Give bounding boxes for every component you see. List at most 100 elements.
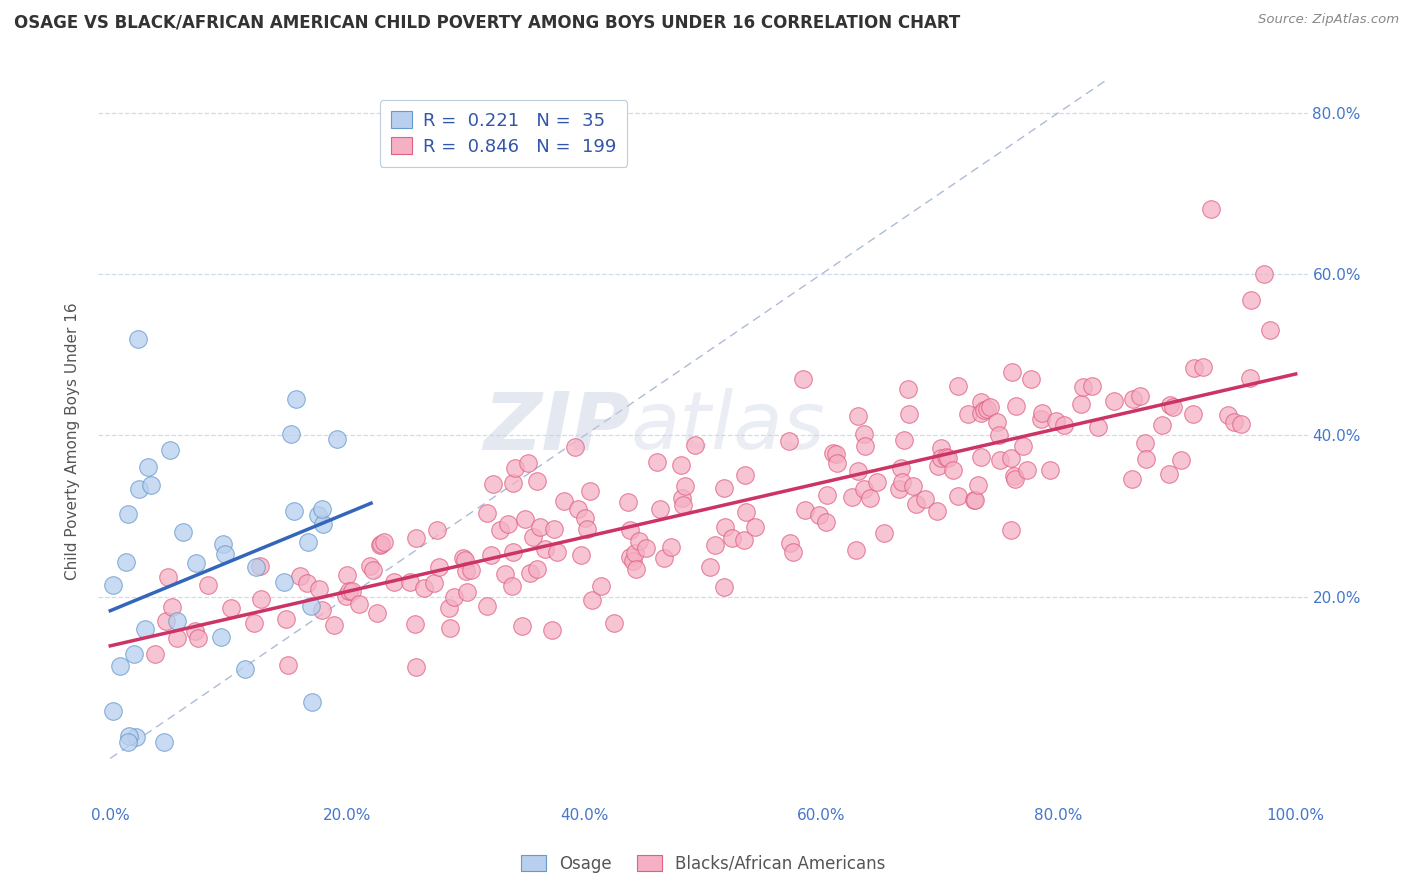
Point xyxy=(124,648,146,662)
Point xyxy=(382,575,405,590)
Point xyxy=(502,476,524,491)
Point xyxy=(128,482,150,496)
Point xyxy=(529,520,551,534)
Point xyxy=(808,508,831,522)
Point xyxy=(891,475,914,489)
Point xyxy=(564,440,586,454)
Point xyxy=(841,490,863,504)
Point xyxy=(973,403,995,417)
Point xyxy=(669,458,692,473)
Point xyxy=(187,631,209,645)
Point xyxy=(935,450,957,464)
Point xyxy=(846,464,869,478)
Text: ZIP: ZIP xyxy=(484,388,630,467)
Point xyxy=(456,585,478,599)
Point xyxy=(398,574,420,589)
Point xyxy=(569,548,592,562)
Point xyxy=(526,474,548,488)
Point xyxy=(162,600,184,615)
Point xyxy=(342,584,364,599)
Point xyxy=(1080,379,1102,393)
Point xyxy=(283,504,305,518)
Point xyxy=(516,456,538,470)
Point xyxy=(914,491,936,506)
Text: Source: ZipAtlas.com: Source: ZipAtlas.com xyxy=(1258,13,1399,27)
Point xyxy=(976,401,998,416)
Point xyxy=(793,503,815,517)
Point xyxy=(1135,452,1157,467)
Point xyxy=(299,599,322,613)
Point xyxy=(1087,420,1109,434)
Point xyxy=(744,520,766,534)
Point xyxy=(127,332,149,346)
Point xyxy=(1182,361,1205,376)
Point xyxy=(1000,451,1022,466)
Point xyxy=(426,523,449,537)
Point xyxy=(574,511,596,525)
Point xyxy=(1258,323,1281,337)
Point xyxy=(347,597,370,611)
Point xyxy=(141,477,163,491)
Point xyxy=(970,406,993,420)
Point xyxy=(284,392,307,406)
Point xyxy=(792,372,814,386)
Point xyxy=(853,439,876,453)
Point xyxy=(274,612,297,626)
Point xyxy=(1004,472,1026,486)
Point xyxy=(823,446,845,460)
Point xyxy=(515,512,537,526)
Point xyxy=(297,576,319,591)
Point xyxy=(405,532,427,546)
Point xyxy=(713,580,735,594)
Point xyxy=(243,615,266,630)
Point xyxy=(866,475,889,489)
Point xyxy=(1045,414,1067,428)
Point xyxy=(373,535,395,549)
Point xyxy=(494,567,516,582)
Point xyxy=(553,494,575,508)
Point xyxy=(1239,371,1261,385)
Point xyxy=(136,459,159,474)
Point xyxy=(579,484,602,499)
Text: OSAGE VS BLACK/AFRICAN AMERICAN CHILD POVERTY AMONG BOYS UNDER 16 CORRELATION CH: OSAGE VS BLACK/AFRICAN AMERICAN CHILD PO… xyxy=(14,13,960,31)
Point xyxy=(1031,405,1053,419)
Point xyxy=(624,562,647,576)
Point xyxy=(477,599,499,614)
Point xyxy=(496,516,519,531)
Point xyxy=(368,538,391,552)
Point xyxy=(778,434,800,449)
Point xyxy=(134,622,156,636)
Point xyxy=(221,601,243,615)
Point xyxy=(825,447,848,461)
Point xyxy=(1133,435,1156,450)
Point xyxy=(117,735,139,749)
Point xyxy=(101,578,124,592)
Point xyxy=(1071,380,1094,394)
Point xyxy=(143,648,166,662)
Point xyxy=(117,507,139,521)
Point xyxy=(734,468,756,483)
Point xyxy=(852,427,875,442)
Point xyxy=(197,578,219,592)
Point xyxy=(155,614,177,628)
Point xyxy=(779,536,801,550)
Point xyxy=(233,662,256,676)
Point xyxy=(1129,389,1152,403)
Point xyxy=(970,450,993,464)
Point xyxy=(526,562,548,576)
Point xyxy=(652,551,675,566)
Point xyxy=(159,443,181,458)
Point xyxy=(889,482,911,496)
Point xyxy=(986,416,1008,430)
Legend: Osage, Blacks/African Americans: Osage, Blacks/African Americans xyxy=(515,848,891,880)
Point xyxy=(370,537,392,551)
Point xyxy=(1218,409,1240,423)
Point xyxy=(714,519,737,533)
Point xyxy=(636,541,658,555)
Point xyxy=(307,508,329,523)
Point xyxy=(648,501,671,516)
Point xyxy=(166,615,188,629)
Point xyxy=(427,560,450,574)
Point xyxy=(929,441,952,455)
Point xyxy=(575,522,598,536)
